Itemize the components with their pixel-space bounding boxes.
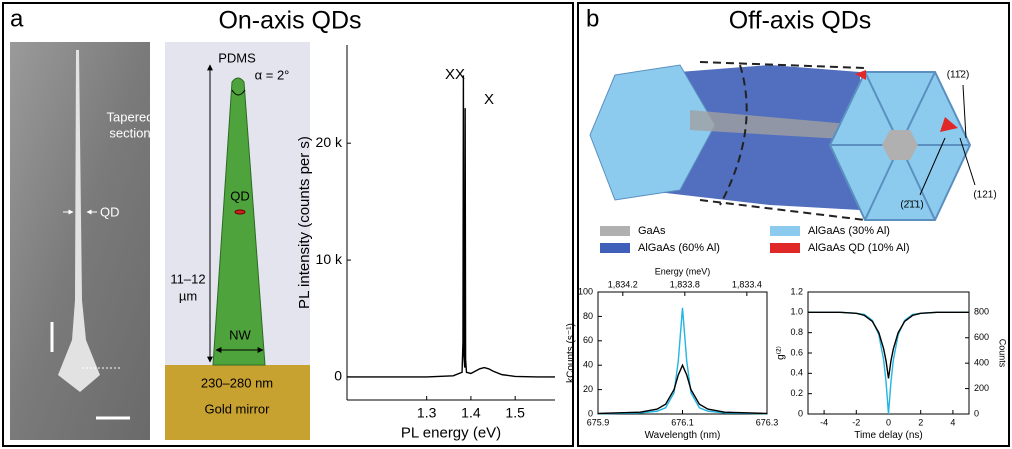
y-tick-label: 10 k <box>316 251 343 267</box>
x-tick-label: 676.1 <box>671 417 694 427</box>
schematic-label: 230–280 nm <box>201 375 273 390</box>
y2-tick-label: 800 <box>974 307 989 317</box>
data-line <box>347 75 555 378</box>
x2-tick-label: 1,833.8 <box>670 279 700 289</box>
data-line <box>597 363 768 415</box>
facet-label: (11̄2) <box>947 70 970 81</box>
y-tick-label: 20 <box>583 384 593 394</box>
x-tick-label: 2 <box>918 417 923 427</box>
y-tick-label: 0.8 <box>790 327 803 337</box>
x2-axis-label: Energy (meV) <box>655 266 711 276</box>
legend-swatch <box>600 226 630 236</box>
y-axis-label: g⁽²⁾ <box>776 346 787 360</box>
y-tick-label: 0.2 <box>790 388 803 398</box>
x2-tick-label: 1,834.2 <box>608 279 638 289</box>
y-tick-label: 80 <box>583 311 593 321</box>
schematic-label: NW <box>229 327 251 342</box>
schematic-label: α = 2° <box>255 67 290 82</box>
y-tick-label: 20 k <box>316 134 343 150</box>
sem-label: QD <box>100 204 120 219</box>
y-tick-label: 40 <box>583 360 593 370</box>
y2-tick-label: 200 <box>974 383 989 393</box>
legend-swatch <box>600 243 630 253</box>
schematic-label: QD <box>230 188 250 203</box>
x-tick-label: -2 <box>852 417 860 427</box>
x-axis-label: Wavelength (nm) <box>645 430 721 441</box>
schematic-label: PDMS <box>218 50 256 65</box>
x2-tick-label: 1,833.4 <box>732 279 762 289</box>
data-line <box>808 311 969 415</box>
data-line <box>808 311 969 379</box>
sem-label: Tapered <box>107 109 154 124</box>
y-tick-label: 60 <box>583 335 593 345</box>
y-tick-label: 0 <box>798 408 803 418</box>
schematic-label: µm <box>179 288 197 303</box>
sem-image <box>10 42 150 440</box>
sem-label: section <box>109 125 150 140</box>
legend-label: AlGaAs (60% Al) <box>638 242 720 254</box>
panel-frame <box>2 2 574 447</box>
annotation: X <box>484 91 494 108</box>
x-tick-label: 0 <box>886 417 891 427</box>
legend-swatch <box>770 226 800 236</box>
x-axis-label: PL energy (eV) <box>401 425 501 442</box>
x-tick-label: 4 <box>950 417 955 427</box>
y-tick-label: 1.0 <box>790 307 803 317</box>
data-line <box>597 307 768 415</box>
plot-frame <box>807 291 970 415</box>
schematic <box>165 42 310 440</box>
y-tick-label: 100 <box>578 286 593 296</box>
panel-title: On-axis QDs <box>218 7 361 35</box>
y-axis-label: PL intensity (counts per s) <box>296 136 313 309</box>
y-tick-label: 1.2 <box>790 286 803 296</box>
legend-label: AlGaAs QD (10% Al) <box>808 242 909 254</box>
panel-label: b <box>586 5 599 32</box>
y-axis-label: kCounts (s⁻¹) <box>566 323 577 383</box>
schematic-label: Gold mirror <box>204 401 270 416</box>
annotation: XX <box>445 66 465 83</box>
nanowire-diagram <box>589 61 976 221</box>
legend-label: AlGaAs (30% Al) <box>808 225 890 237</box>
panel-frame <box>577 2 1010 447</box>
y2-tick-label: 600 <box>974 332 989 342</box>
facet-label: (121) <box>973 190 996 201</box>
y2-tick-label: 400 <box>974 358 989 368</box>
x-tick-label: -4 <box>820 417 828 427</box>
y2-axis-label: Counts <box>998 339 1008 368</box>
facet-label: (2̄1̄1) <box>900 200 923 211</box>
legend-label: GaAs <box>638 225 666 237</box>
schematic-label: 11–12 <box>170 271 205 286</box>
y-tick-label: 0 <box>588 408 593 418</box>
panel-title: Off-axis QDs <box>729 7 872 35</box>
legend: GaAs AlGaAs (30% Al) AlGaAs (60% Al) AlGaAs… <box>600 225 909 254</box>
y-tick-label: 0.4 <box>790 368 803 378</box>
x-tick-label: 676.3 <box>756 417 779 427</box>
panel-label: a <box>10 5 24 32</box>
x-axis-label: Time delay (ns) <box>854 430 923 441</box>
y2-tick-label: 0 <box>974 408 979 418</box>
x-tick-label: 1.5 <box>505 405 525 421</box>
legend-swatch <box>770 243 800 253</box>
y-tick-label: 0.6 <box>790 347 803 357</box>
x-tick-label: 675.9 <box>587 417 610 427</box>
y-tick-label: 0 <box>334 368 342 384</box>
x-tick-label: 1.4 <box>461 405 481 421</box>
x-tick-label: 1.3 <box>417 405 437 421</box>
